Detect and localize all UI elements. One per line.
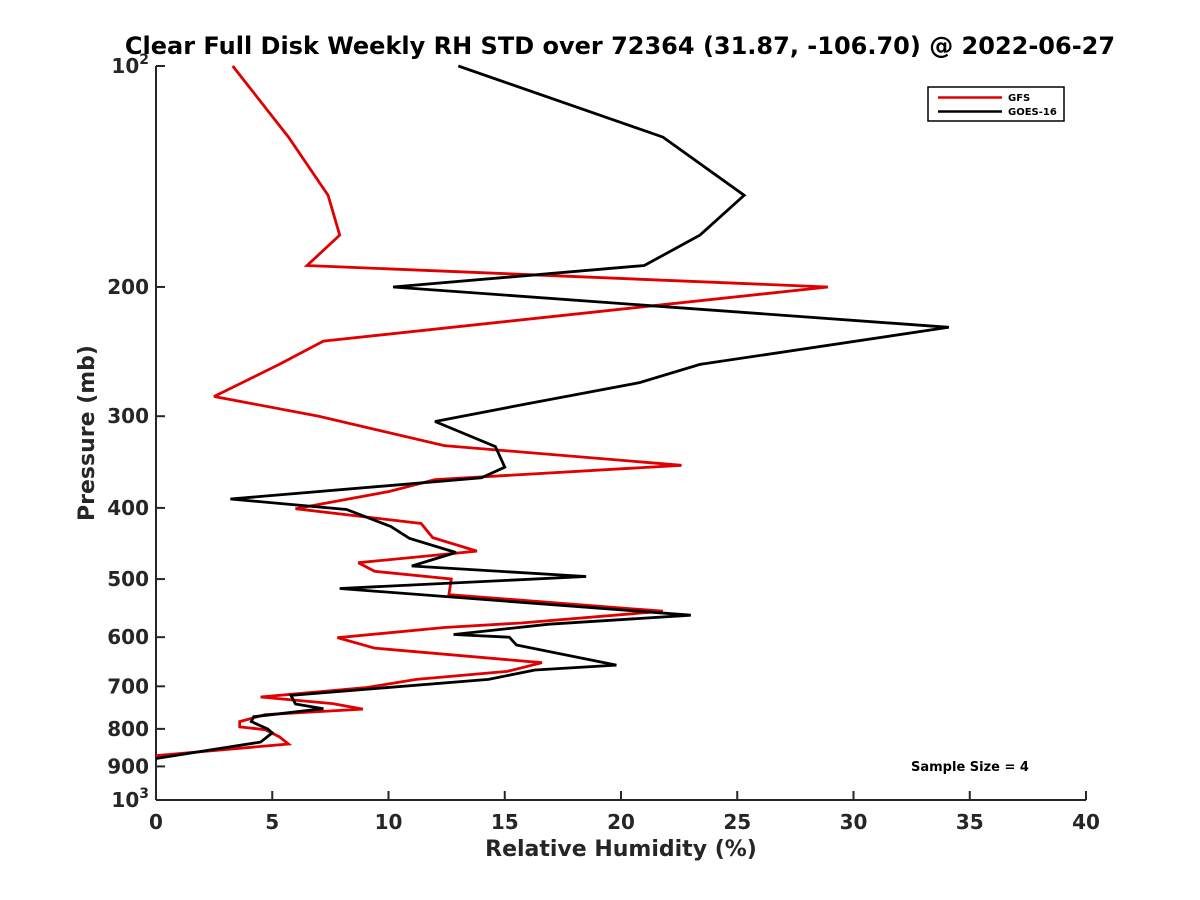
x-ticks: 0 5 10 15 20 25 30 35 40 — [149, 791, 1100, 834]
x-tick-label: 30 — [840, 810, 868, 834]
x-tick-label: 20 — [607, 810, 635, 834]
y-tick-label: 900 — [107, 754, 149, 778]
series-line-gfs — [155, 65, 829, 757]
x-tick-label: 5 — [265, 810, 279, 834]
y-ticks: 102 200 300 400 500 600 700 800 900 103 — [107, 52, 165, 812]
x-tick-label: 10 — [375, 810, 403, 834]
y-tick-label: 600 — [107, 625, 149, 649]
y-axis-title: Pressure (mb) — [75, 345, 100, 521]
y-tick-label: 500 — [107, 567, 149, 591]
y-tick-label: 300 — [107, 404, 149, 428]
chart-title: Clear Full Disk Weekly RH STD over 72364… — [125, 32, 1115, 60]
x-tick-label: 15 — [491, 810, 519, 834]
y-tick-label: 800 — [107, 717, 149, 741]
x-axis-title: Relative Humidity (%) — [485, 837, 757, 862]
series-group — [155, 64, 950, 760]
series-line-goes-16 — [155, 64, 950, 760]
x-tick-label: 25 — [723, 810, 751, 834]
legend-box — [927, 86, 1065, 122]
legend: GFS GOES-16 — [927, 86, 1065, 122]
x-tick-label: 35 — [956, 810, 984, 834]
x-tick-label: 40 — [1072, 810, 1100, 834]
y-tick-label: 200 — [107, 275, 149, 299]
y-tick-label: 400 — [107, 496, 149, 520]
legend-label-gfs: GFS — [1008, 93, 1030, 104]
y-tick-label: 102 — [111, 52, 149, 78]
y-tick-label: 103 — [111, 786, 149, 812]
y-tick-label: 700 — [107, 674, 149, 698]
x-tick-label: 0 — [149, 810, 163, 834]
legend-label-goes-16: GOES-16 — [1008, 107, 1057, 118]
sample-size-annotation: Sample Size = 4 — [911, 760, 1029, 775]
